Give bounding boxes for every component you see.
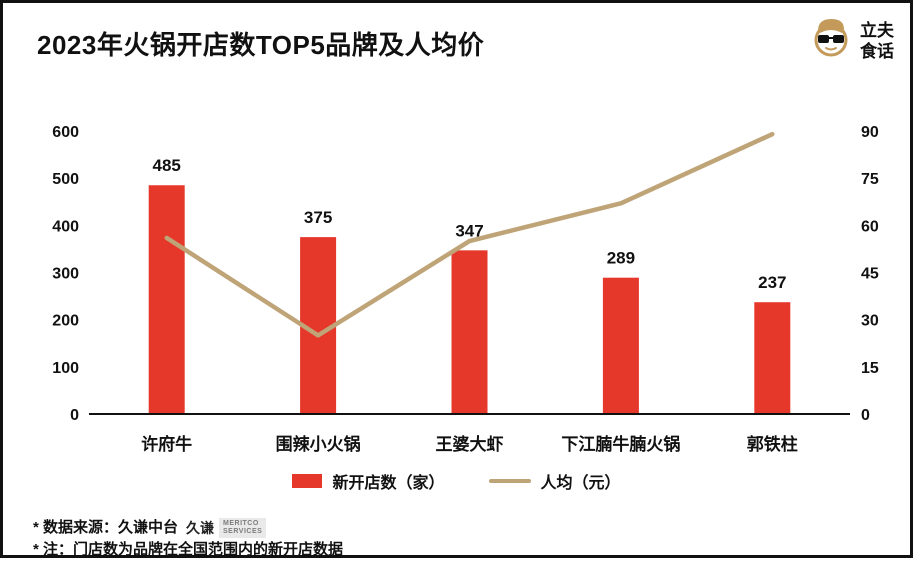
legend-item-line-series: 人均（元）: [488, 469, 621, 493]
category-label: 许府牛: [141, 434, 192, 454]
data-source-note: * 数据来源：久谦中台: [33, 519, 179, 536]
legend-item-bar-series: 新开店数（家）: [292, 469, 445, 493]
brand-text: 立夫 食话: [860, 20, 894, 62]
bar-legend-label: 新开店数（家）: [332, 475, 445, 492]
right-axis-tick: 30: [861, 313, 879, 330]
bar-value-label: 347: [455, 221, 483, 240]
brand-logo: 立夫 食话: [808, 15, 894, 66]
bar-value-label: 237: [758, 273, 786, 292]
face-sunglasses-icon: [808, 15, 854, 66]
left-axis-tick: 200: [52, 313, 79, 330]
meritco-cn-text: 久谦: [186, 520, 215, 536]
right-axis-tick: 75: [861, 171, 879, 188]
footnotes: * 数据来源：久谦中台 久谦 MERITCO SERVICES * 注：门店数为…: [33, 517, 343, 561]
line-legend-label: 人均（元）: [540, 475, 621, 492]
left-axis-tick: 0: [70, 407, 79, 424]
meritco-en-text: MERITCO SERVICES: [219, 518, 267, 538]
brand-line1: 立夫: [860, 20, 894, 40]
category-label: 王婆大虾: [436, 434, 504, 454]
right-axis-tick: 0: [861, 407, 870, 424]
left-axis-tick: 100: [52, 360, 79, 377]
brand-line2: 食话: [860, 41, 894, 61]
bar-郭铁柱: [754, 302, 791, 414]
bar-下江腩牛腩火锅: [602, 277, 639, 414]
category-label: 下江腩牛腩火锅: [561, 434, 680, 454]
category-label: 围辣小火锅: [276, 434, 361, 454]
data-scope-note: * 注：门店数为品牌在全国范围内的新开店数据: [33, 541, 344, 558]
right-axis-tick: 60: [861, 218, 879, 235]
right-axis-tick: 15: [861, 360, 879, 377]
left-axis-tick: 600: [52, 124, 79, 141]
line-legend-swatch: [488, 479, 531, 483]
right-axis-tick: 90: [861, 124, 879, 141]
bar-value-label: 485: [153, 156, 181, 175]
meritco-logo: 久谦 MERITCO SERVICES: [186, 517, 267, 539]
page-title: 2023年火锅开店数TOP5品牌及人均价: [37, 30, 485, 60]
chart-legend: 新开店数（家） 人均（元）: [3, 469, 910, 493]
bar-王婆大虾: [451, 250, 488, 414]
bar-许府牛: [148, 185, 185, 414]
left-axis-tick: 400: [52, 218, 79, 235]
left-axis-tick: 300: [52, 266, 79, 283]
bar-value-label: 375: [304, 208, 332, 227]
right-axis-tick: 45: [861, 266, 879, 283]
bar-value-label: 289: [607, 249, 635, 268]
bar-legend-swatch: [292, 474, 323, 488]
left-axis-tick: 500: [52, 171, 79, 188]
combo-chart: 0 100 200 300 400 500 600 0 15 30 45 60 75 90 485 375 34…: [52, 124, 879, 454]
category-label: 郭铁柱: [747, 434, 798, 454]
per-capita-line: [164, 131, 775, 338]
